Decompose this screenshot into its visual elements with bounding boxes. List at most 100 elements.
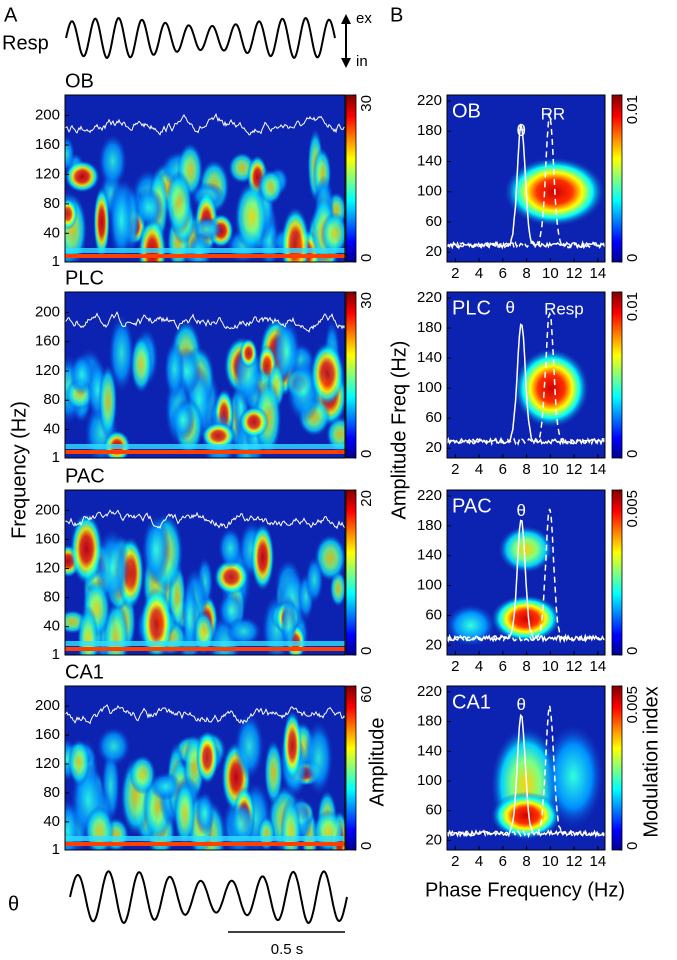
amplitude-trace bbox=[65, 509, 345, 530]
heatmap-blob bbox=[181, 578, 198, 655]
colorbar-tick-label: 0 bbox=[358, 254, 375, 262]
plot-frame bbox=[64, 685, 346, 851]
colorbar-label: Amplitude bbox=[366, 718, 388, 807]
spectrum-trace bbox=[447, 519, 605, 644]
heatmap-blob bbox=[217, 527, 243, 569]
x-tick-label: 8 bbox=[522, 853, 530, 870]
x-tick-label: 12 bbox=[566, 265, 583, 282]
heatmap-blob bbox=[282, 710, 303, 781]
y-tick-label: 180 bbox=[417, 319, 442, 336]
colorbar bbox=[345, 291, 357, 459]
y-tick-label: 200 bbox=[35, 303, 60, 320]
y-tick-label: 180 bbox=[417, 713, 442, 730]
colorbar-tick-label: 0 bbox=[624, 254, 641, 262]
heatmap-blob bbox=[239, 405, 269, 439]
y-tick-label: 120 bbox=[35, 559, 60, 576]
y-tick-label: 80 bbox=[43, 784, 60, 801]
heatmap-blob bbox=[65, 198, 78, 230]
y-tick-label: 20 bbox=[425, 636, 442, 653]
spectrum-trace bbox=[447, 311, 605, 447]
y-tick-label: 60 bbox=[425, 409, 442, 426]
heatmap-blob bbox=[490, 791, 562, 840]
x-tick-label: 10 bbox=[542, 853, 559, 870]
heatmap bbox=[65, 292, 345, 458]
heatmap-blob bbox=[226, 616, 262, 647]
heatmap-blob bbox=[65, 160, 100, 193]
heatmap-blob bbox=[312, 809, 345, 850]
colorbar-tick-label: 0 bbox=[624, 647, 641, 655]
spectrum-trace bbox=[447, 123, 605, 250]
panel-title: CA1 bbox=[452, 691, 491, 713]
panel-letter: B bbox=[390, 4, 403, 26]
colorbar-tick-label: 0.01 bbox=[624, 95, 641, 124]
heatmap-blob bbox=[234, 712, 265, 780]
y-tick-label: 60 bbox=[425, 213, 442, 230]
x-tick-label: 14 bbox=[590, 265, 607, 282]
x-tick-label: 6 bbox=[499, 265, 507, 282]
heatmap bbox=[65, 686, 345, 850]
x-tick-label: 6 bbox=[499, 658, 507, 675]
annotation: θ bbox=[505, 298, 514, 317]
heatmap-blob bbox=[320, 211, 345, 256]
x-tick-label: 12 bbox=[566, 658, 583, 675]
heatmap-blob bbox=[263, 739, 284, 807]
scale-bar-label: 0.5 s bbox=[271, 941, 304, 958]
plot-frame bbox=[446, 685, 606, 851]
y-tick-label: 100 bbox=[417, 183, 442, 200]
colorbar bbox=[611, 685, 623, 851]
panel-title: OB bbox=[65, 70, 94, 92]
heatmap-blob bbox=[96, 726, 131, 766]
annotation: RR bbox=[541, 105, 566, 124]
heatmap-blob bbox=[303, 720, 334, 796]
x-tick-label: 14 bbox=[590, 461, 607, 478]
heatmap-blob bbox=[194, 790, 215, 836]
heatmap-blob bbox=[69, 512, 103, 586]
low-band bbox=[65, 641, 345, 646]
heatmap-blob bbox=[93, 185, 110, 260]
panel-title: PLC bbox=[452, 297, 491, 319]
heatmap-blob bbox=[68, 738, 91, 787]
x-tick-label: 2 bbox=[451, 461, 459, 478]
y-tick-label: 40 bbox=[43, 420, 60, 437]
colorbar-tick-label: 0 bbox=[358, 647, 375, 655]
heatmap-blob bbox=[108, 314, 135, 393]
spectrum-trace bbox=[447, 508, 605, 643]
y-tick-label: 140 bbox=[417, 742, 442, 759]
colorbar bbox=[611, 291, 623, 459]
plot: PLC 1 40 80 120 160 200 0 30 bbox=[35, 267, 375, 466]
plot: OB 1 40 80 120 160 200 0 30 bbox=[35, 70, 375, 270]
x-tick-label: 14 bbox=[590, 658, 607, 675]
y-tick-label: 1 bbox=[52, 646, 60, 663]
y-axis-label: Amplitude Freq (Hz) bbox=[388, 341, 410, 520]
y-tick-label: 60 bbox=[425, 606, 442, 623]
y-tick-label: 1 bbox=[52, 253, 60, 270]
plot: CA1 1 40 80 120 160 200 0 60 bbox=[35, 661, 375, 858]
heatmap-blob bbox=[109, 181, 135, 261]
y-tick-label: 100 bbox=[417, 379, 442, 396]
y-tick-label: 160 bbox=[35, 333, 60, 350]
y-tick-label: 220 bbox=[417, 289, 442, 306]
x-tick-label: 4 bbox=[475, 853, 483, 870]
x-axis-label: Phase Frequency (Hz) bbox=[425, 879, 625, 901]
heatmap-blob bbox=[227, 801, 256, 845]
colorbar bbox=[345, 489, 357, 656]
x-tick-label: 4 bbox=[475, 265, 483, 282]
heatmap-blob bbox=[250, 522, 275, 592]
colorbar-tick-label: 0.005 bbox=[624, 686, 641, 724]
colorbar-tick-label: 0 bbox=[358, 842, 375, 850]
heatmap-blob bbox=[140, 587, 174, 655]
amplitude-trace bbox=[65, 311, 345, 333]
resp-label: Resp bbox=[2, 32, 49, 54]
amplitude-trace bbox=[65, 112, 345, 136]
heatmap-blob bbox=[141, 514, 171, 585]
y-tick-label: 20 bbox=[425, 831, 442, 848]
heatmap-blob bbox=[130, 334, 153, 394]
heatmap-blob bbox=[513, 348, 590, 429]
x-tick-label: 8 bbox=[522, 265, 530, 282]
colorbar-tick-label: 0 bbox=[624, 842, 641, 850]
colorbar-tick-label: 0.01 bbox=[624, 292, 641, 321]
colorbar bbox=[611, 94, 623, 263]
heatmap-blob bbox=[69, 353, 94, 396]
